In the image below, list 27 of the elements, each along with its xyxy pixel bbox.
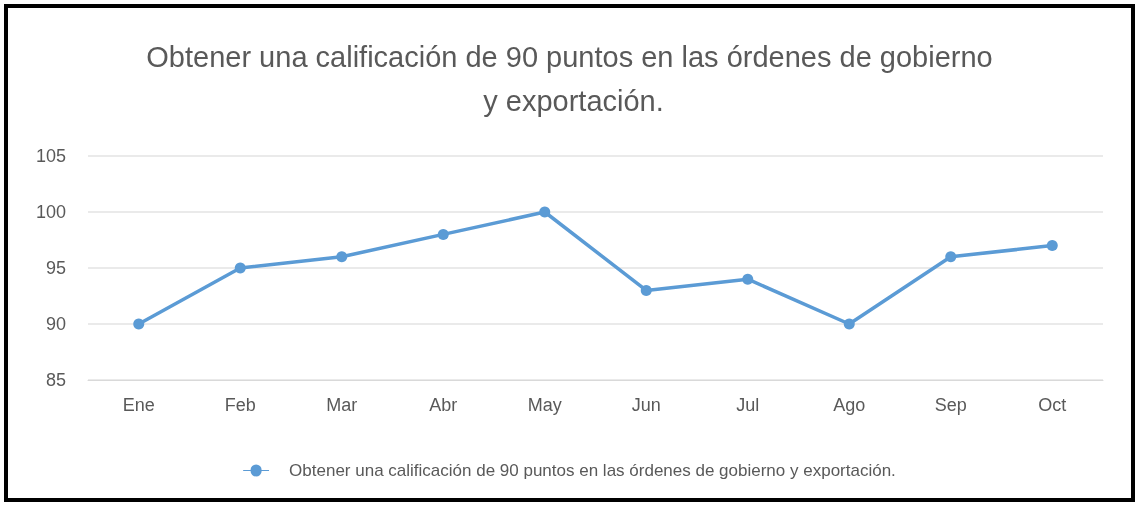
x-tick-label: May xyxy=(527,395,562,415)
point xyxy=(843,318,855,330)
point xyxy=(234,262,246,274)
point xyxy=(437,228,449,240)
point xyxy=(539,206,551,218)
x-tick-label: Sep xyxy=(934,395,967,415)
x-tick-label: Mar xyxy=(326,395,358,415)
y-tick-label: 105 xyxy=(35,146,66,166)
x-tick-label: Oct xyxy=(1038,395,1067,415)
x-tick-label: Ene xyxy=(122,395,155,415)
x-tick-label: Ago xyxy=(833,395,866,415)
x-tick-label: Feb xyxy=(224,395,256,415)
point xyxy=(742,273,754,285)
y-tick-label: 95 xyxy=(45,258,66,278)
chart-title: Obtener una calificación de 90 puntos en las órdenes de gobierno y exportación. xyxy=(146,41,993,117)
y-tick-label: 100 xyxy=(35,202,66,222)
legend-label: Obtener una calificación de 90 puntos en las órdenes de gobierno y exportación. xyxy=(289,461,896,480)
point xyxy=(945,251,957,263)
y-tick-label: 85 xyxy=(45,370,66,390)
x-tick-label: Abr xyxy=(429,395,458,415)
point xyxy=(133,318,145,330)
x-tick-label: Jun xyxy=(631,395,661,415)
y-tick-label: 90 xyxy=(45,314,66,334)
point xyxy=(336,251,348,263)
point xyxy=(640,284,652,296)
point xyxy=(1046,240,1058,252)
x-tick-label: Jul xyxy=(736,395,760,415)
